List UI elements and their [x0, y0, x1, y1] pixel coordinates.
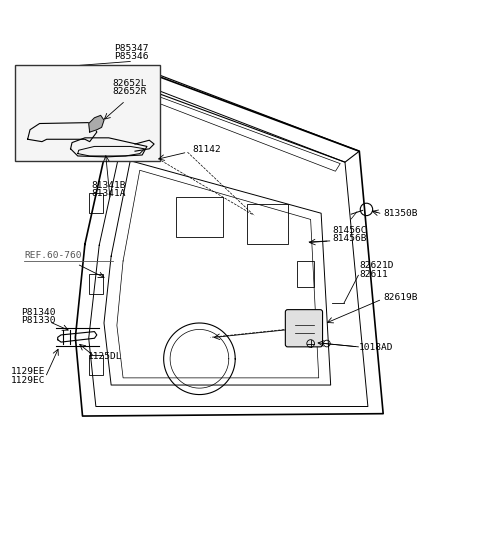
Text: 82619B: 82619B — [383, 293, 418, 302]
Text: P81340: P81340 — [22, 308, 56, 317]
Text: 1018AD: 1018AD — [360, 344, 394, 352]
Text: P85347: P85347 — [114, 44, 148, 54]
Text: 81350B: 81350B — [383, 209, 418, 217]
Polygon shape — [89, 115, 104, 132]
Text: P85346: P85346 — [114, 52, 148, 62]
Bar — [297, 261, 314, 287]
Text: 82611: 82611 — [360, 269, 388, 279]
Text: 82621D: 82621D — [360, 261, 394, 270]
Text: 81456B: 81456B — [332, 234, 367, 243]
Text: 81456C: 81456C — [332, 226, 367, 235]
FancyBboxPatch shape — [285, 309, 323, 347]
Bar — [89, 274, 103, 294]
Text: 1129EC: 1129EC — [11, 375, 46, 385]
Text: 1125DL: 1125DL — [88, 352, 123, 361]
Text: 1129EE: 1129EE — [11, 367, 46, 377]
Bar — [89, 193, 103, 213]
Bar — [89, 355, 103, 375]
Bar — [247, 204, 288, 244]
Text: 82652R: 82652R — [112, 87, 146, 96]
Text: 81142: 81142 — [192, 145, 221, 154]
Text: 81341A: 81341A — [92, 189, 126, 199]
Text: 81341B: 81341B — [92, 181, 126, 190]
Bar — [176, 196, 223, 237]
Text: P81330: P81330 — [22, 316, 56, 325]
Bar — [15, 65, 160, 161]
Text: 82652L: 82652L — [112, 79, 146, 88]
Text: REF.60-760: REF.60-760 — [24, 250, 82, 260]
